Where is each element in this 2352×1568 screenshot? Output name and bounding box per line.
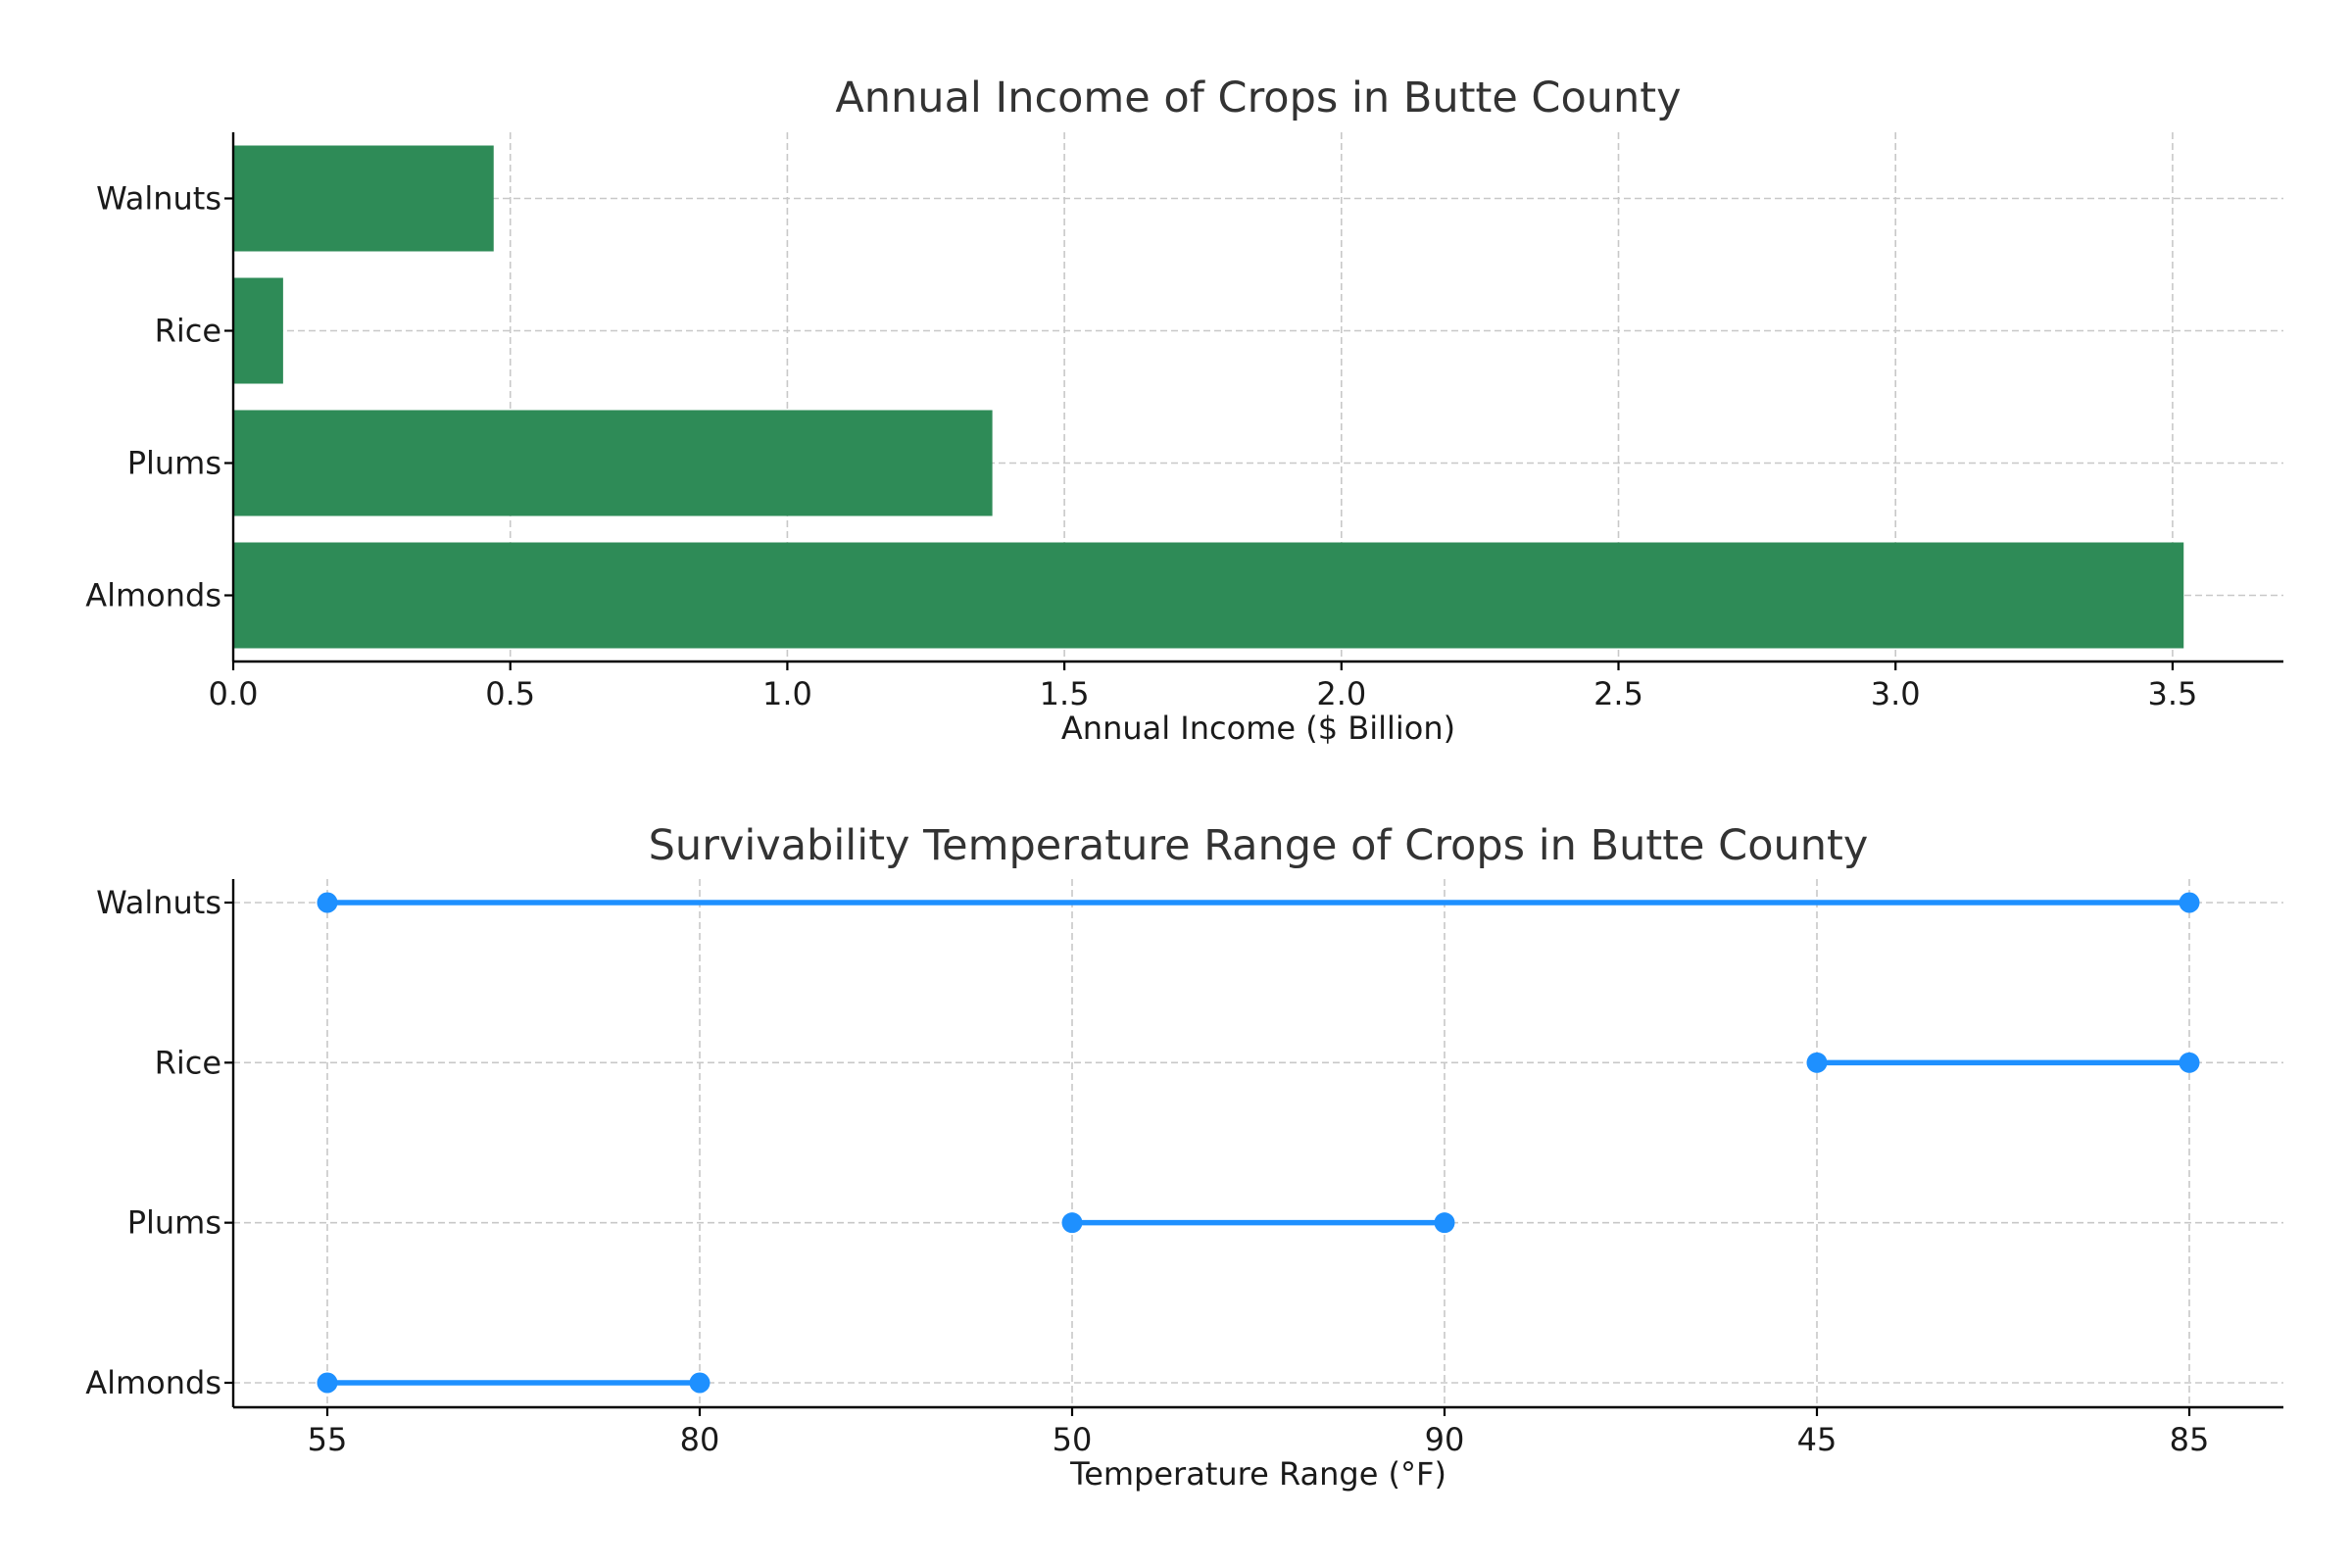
temperature-y-tick-label-rice: Rice — [155, 1044, 221, 1081]
temperature-high-point-almonds — [689, 1372, 710, 1394]
temperature-y-tick-label-walnuts: Walnuts — [96, 884, 221, 921]
temperature-high-point-plums — [1434, 1212, 1455, 1234]
temperature-y-tick-label-almonds: Almonds — [85, 1364, 221, 1401]
temperature-chart-ranges — [317, 892, 2200, 1394]
income-y-tick-label-almonds: Almonds — [85, 577, 221, 614]
income-y-tick-label-walnuts: Walnuts — [96, 180, 221, 218]
income-x-tick-label: 3.0 — [1871, 675, 1921, 712]
income-x-tick-label: 1.0 — [762, 675, 812, 712]
income-bar-plums — [233, 410, 993, 516]
temperature-y-tick-label-plums: Plums — [127, 1204, 221, 1242]
income-bar-rice — [233, 277, 283, 384]
temperature-low-point-plums — [1061, 1212, 1083, 1234]
income-chart-ticks: 0.0 0.5 1.0 1.5 2.0 2.5 3.0 3.5 Almonds Plums Rice… — [85, 180, 2197, 713]
income-x-tick-label: 0.5 — [485, 675, 535, 712]
temperature-low-point-walnuts — [317, 892, 338, 913]
income-chart-title: Annual Income of Crops in Butte County — [835, 74, 1681, 122]
temperature-chart-xlabel: Temperature Range (°F) — [1069, 1455, 1446, 1493]
temperature-x-tick-label: 90 — [1425, 1421, 1465, 1458]
income-chart-xlabel: Annual Income ($ Billion) — [1061, 710, 1455, 747]
temperature-x-tick-label: 85 — [2170, 1421, 2210, 1458]
income-y-tick-label-plums: Plums — [127, 445, 221, 482]
income-bar-almonds — [233, 542, 2184, 649]
temperature-high-point-rice — [2179, 1052, 2200, 1073]
temperature-low-point-almonds — [317, 1372, 338, 1394]
temperature-low-point-rice — [1806, 1052, 1828, 1073]
temperature-chart-title: Survivability Temperature Range of Crops… — [649, 821, 1869, 870]
income-x-tick-label: 2.5 — [1593, 675, 1643, 712]
temperature-x-tick-label: 45 — [1797, 1421, 1838, 1458]
temperature-x-tick-label: 55 — [308, 1421, 348, 1458]
income-x-tick-label: 2.0 — [1316, 675, 1366, 712]
temperature-chart-axes — [231, 879, 2283, 1409]
temperature-chart-grid — [233, 879, 2283, 1407]
temperature-high-point-walnuts — [2179, 892, 2200, 913]
temperature-x-tick-label: 80 — [680, 1421, 720, 1458]
income-y-tick-label-rice: Rice — [155, 313, 221, 350]
income-x-tick-label: 0.0 — [209, 675, 259, 712]
income-x-tick-label: 3.5 — [2147, 675, 2197, 712]
income-x-tick-label: 1.5 — [1040, 675, 1090, 712]
income-chart-axes — [231, 132, 2283, 663]
income-chart-bars — [233, 145, 2184, 649]
income-chart: Annual Income of Crops in Butte County 0… — [85, 74, 2283, 747]
temperature-chart-ticks: 55 80 50 90 45 85 Almonds Plums Rice Walnuts — [85, 884, 2209, 1458]
temperature-chart: Survivability Temperature Range of Crops… — [85, 821, 2283, 1493]
income-bar-walnuts — [233, 145, 494, 252]
temperature-x-tick-label: 50 — [1053, 1421, 1093, 1458]
